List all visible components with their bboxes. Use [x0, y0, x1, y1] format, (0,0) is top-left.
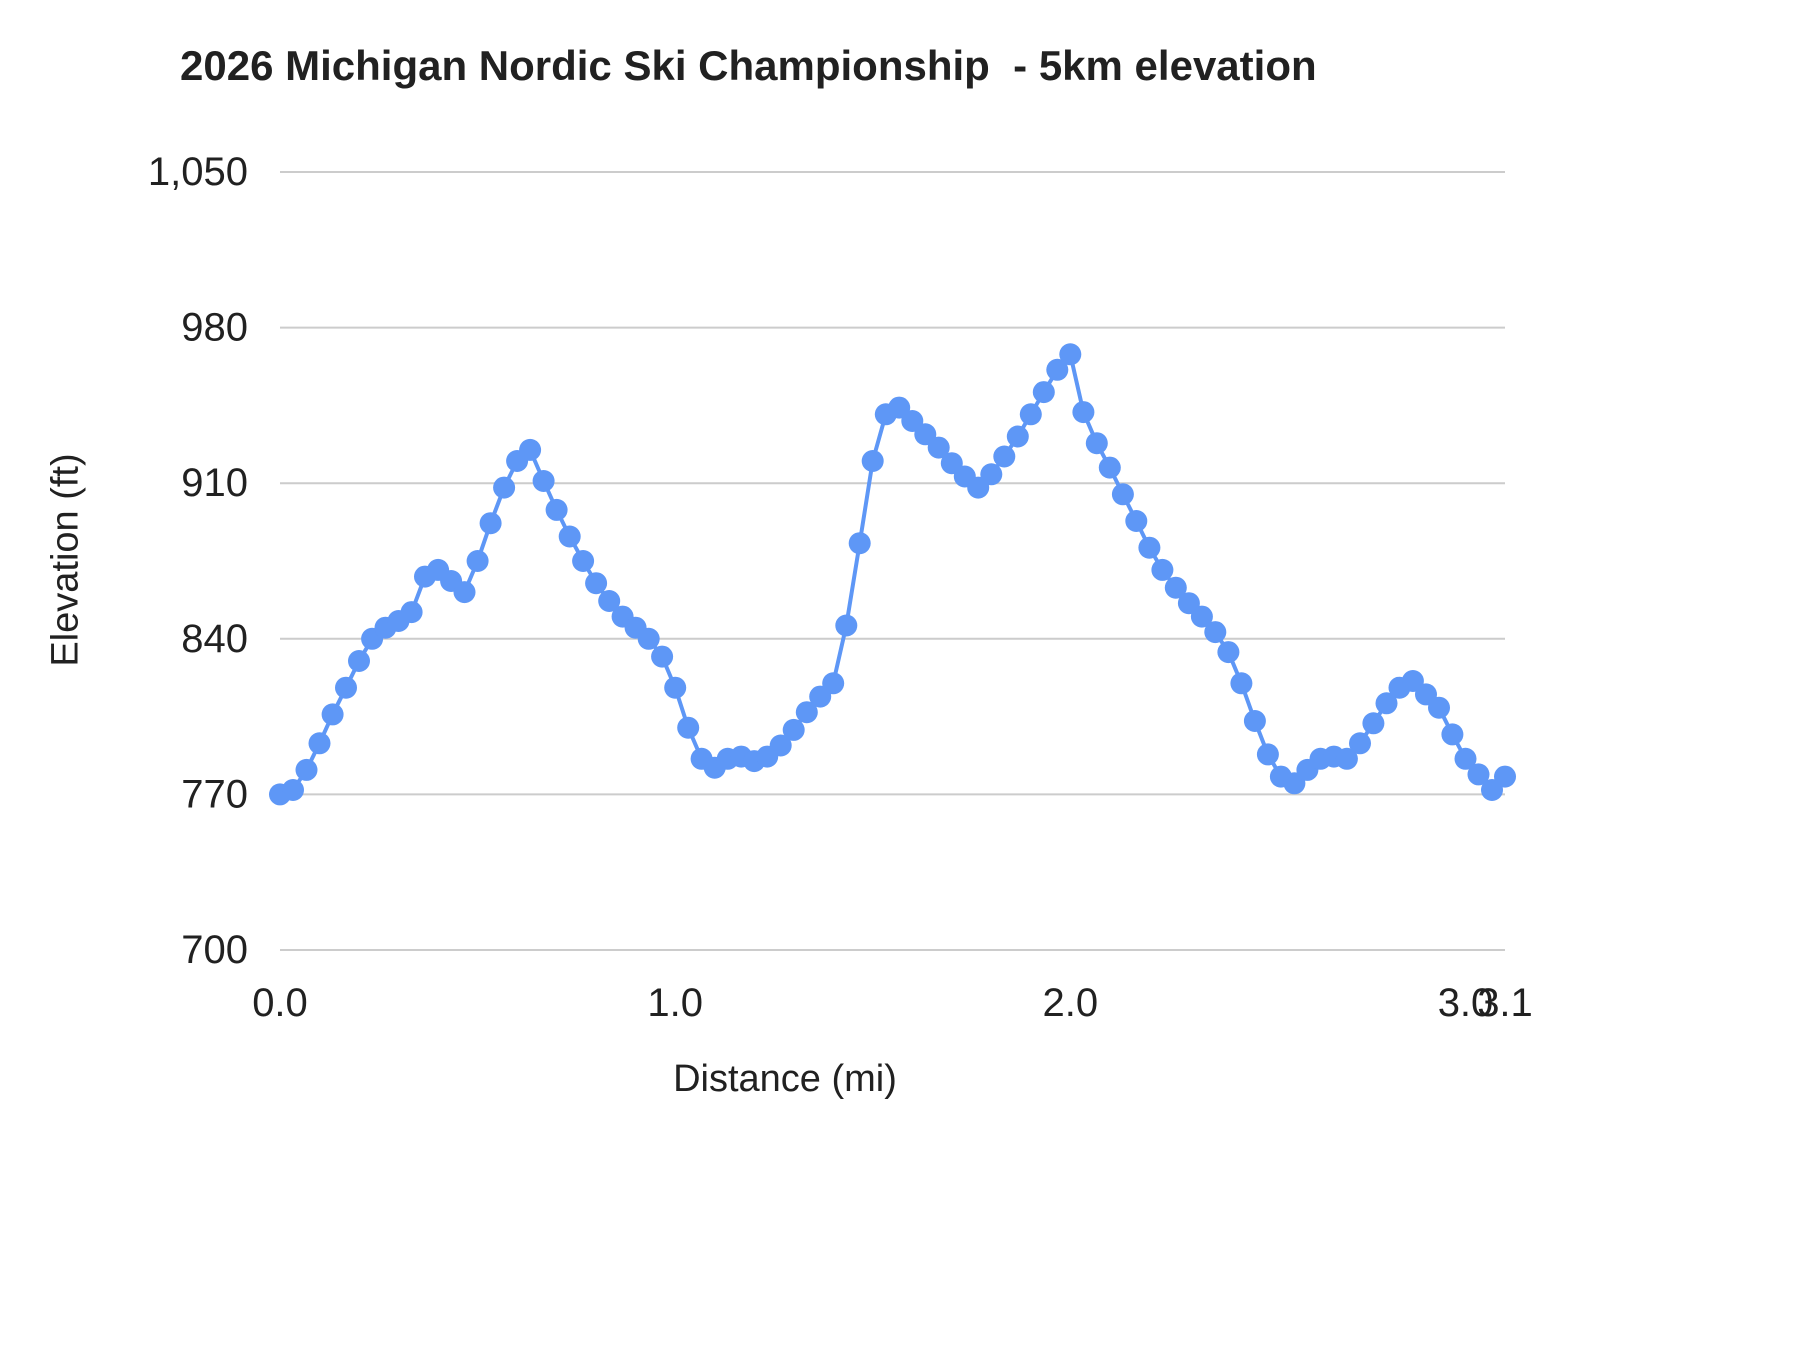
svg-text:700: 700: [181, 928, 248, 972]
svg-text:0.0: 0.0: [252, 981, 308, 1025]
svg-text:3.1: 3.1: [1477, 981, 1533, 1025]
svg-text:1.0: 1.0: [647, 981, 703, 1025]
chart-title: 2026 Michigan Nordic Ski Championship - …: [180, 42, 1317, 89]
svg-text:2.0: 2.0: [1042, 981, 1098, 1025]
svg-text:770: 770: [181, 772, 248, 816]
svg-text:910: 910: [181, 461, 248, 505]
x-axis-title: Distance (mi): [673, 1058, 897, 1100]
svg-text:3.0: 3.0: [1438, 981, 1494, 1025]
svg-text:980: 980: [181, 306, 248, 350]
svg-text:840: 840: [181, 617, 248, 661]
svg-text:1,050: 1,050: [148, 150, 248, 194]
